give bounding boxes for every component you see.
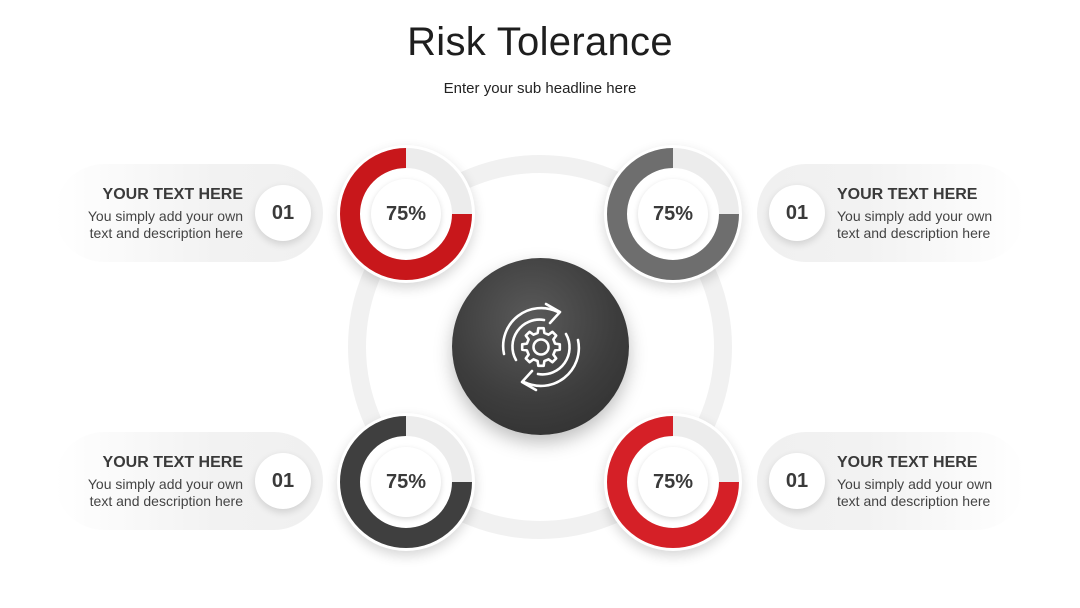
donut-percent-label: 75%: [638, 447, 708, 517]
donut-progress-arc: [607, 416, 739, 548]
item-number-badge: 01: [769, 453, 825, 509]
progress-donut-top-right: 75%: [604, 145, 742, 283]
item-description-line-1: You simply add your own: [87, 208, 243, 224]
donut-percent-label: 75%: [638, 179, 708, 249]
item-description-line-2: text and description here: [837, 225, 991, 241]
item-description-line-2: text and description here: [89, 225, 243, 241]
item-description-line-1: You simply add your own: [87, 476, 243, 492]
item-card-top-right: 01 YOUR TEXT HERE You simply add your ow…: [757, 164, 1025, 262]
donut-progress-arc: [340, 416, 472, 548]
item-number-badge: 01: [255, 453, 311, 509]
item-description-line-2: text and description here: [837, 493, 991, 509]
item-heading: YOUR TEXT HERE: [102, 454, 243, 471]
item-description-line-1: You simply add your own: [837, 208, 993, 224]
item-description-line-2: text and description here: [89, 493, 243, 509]
center-icon-circle: [452, 258, 629, 435]
donut-percent-label: 75%: [371, 179, 441, 249]
gear-cycle-icon: [501, 302, 581, 392]
item-description-line-1: You simply add your own: [837, 476, 993, 492]
progress-donut-bottom-left: 75%: [337, 413, 475, 551]
page-title: Risk Tolerance: [407, 20, 673, 64]
donut-progress-arc: [340, 148, 472, 280]
item-heading: YOUR TEXT HERE: [102, 186, 243, 203]
item-card-top-left: YOUR TEXT HERE You simply add your own t…: [55, 164, 323, 262]
donut-progress-arc: [607, 148, 739, 280]
page-subtitle: Enter your sub headline here: [443, 80, 637, 97]
item-number-badge: 01: [769, 185, 825, 241]
item-heading: YOUR TEXT HERE: [837, 454, 978, 471]
item-heading: YOUR TEXT HERE: [837, 186, 978, 203]
progress-donut-bottom-right: 75%: [604, 413, 742, 551]
item-number-badge: 01: [255, 185, 311, 241]
item-card-bottom-right: 01 YOUR TEXT HERE You simply add your ow…: [757, 432, 1025, 530]
progress-donut-top-left: 75%: [337, 145, 475, 283]
donut-percent-label: 75%: [371, 447, 441, 517]
item-card-bottom-left: YOUR TEXT HERE You simply add your own t…: [55, 432, 323, 530]
